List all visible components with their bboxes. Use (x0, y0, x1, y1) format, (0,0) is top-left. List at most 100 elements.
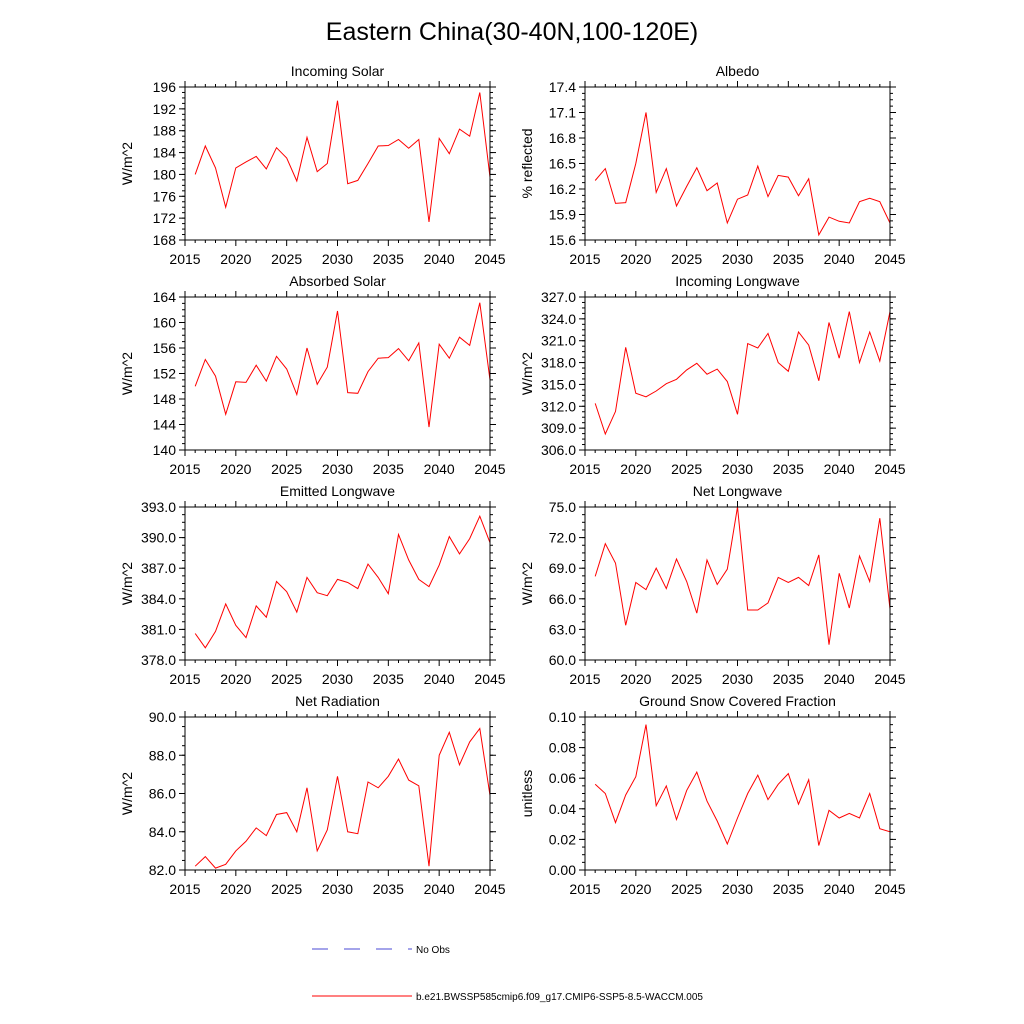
x-tick-label: 2040 (424, 671, 455, 687)
y-tick-label: 160 (153, 315, 177, 331)
x-tick-label: 2020 (220, 251, 251, 267)
y-tick-label: 140 (153, 442, 177, 458)
legend-obs-label: No Obs (416, 945, 450, 956)
x-tick-label: 2030 (722, 461, 753, 477)
x-tick-label: 2015 (169, 881, 200, 897)
y-tick-label: 75.0 (549, 499, 576, 515)
x-tick-label: 2045 (474, 671, 505, 687)
y-axis-label: W/m^2 (519, 562, 535, 605)
x-tick-label: 2025 (271, 461, 302, 477)
panel-title: Incoming Longwave (675, 273, 800, 289)
x-tick-label: 2045 (474, 881, 505, 897)
y-tick-label: 16.8 (549, 130, 576, 146)
x-tick-label: 2025 (271, 881, 302, 897)
x-tick-label: 2045 (474, 461, 505, 477)
y-tick-label: 312.0 (541, 398, 576, 414)
series-line (594, 506, 891, 645)
x-tick-label: 2020 (620, 251, 651, 267)
plot-frame (184, 86, 491, 241)
y-tick-label: 381.0 (141, 621, 176, 637)
x-tick-label: 2035 (373, 251, 404, 267)
y-tick-label: 306.0 (541, 442, 576, 458)
panel-title: Incoming Solar (291, 63, 385, 79)
y-tick-label: 16.5 (549, 156, 576, 172)
x-tick-label: 2035 (373, 461, 404, 477)
y-tick-label: 324.0 (541, 311, 576, 327)
y-tick-label: 192 (153, 101, 177, 117)
panel-title: Ground Snow Covered Fraction (639, 693, 836, 709)
series-line (194, 727, 491, 869)
y-axis-label: W/m^2 (119, 562, 135, 605)
y-tick-label: 318.0 (541, 355, 576, 371)
x-tick-label: 2015 (569, 881, 600, 897)
x-tick-label: 2020 (220, 881, 251, 897)
panel-title: Net Radiation (295, 693, 380, 709)
series-line (594, 311, 891, 436)
x-tick-label: 2015 (569, 671, 600, 687)
x-tick-label: 2035 (773, 251, 804, 267)
plot-frame (584, 296, 891, 451)
x-tick-label: 2025 (271, 671, 302, 687)
x-tick-label: 2040 (824, 461, 855, 477)
x-tick-label: 2040 (424, 251, 455, 267)
x-tick-label: 2020 (220, 671, 251, 687)
series-line (194, 302, 491, 428)
panel-incoming-solar: Incoming Solar W/m^2 168 172 176 180 184 188 192… (119, 63, 506, 267)
y-tick-label: 86.0 (149, 786, 176, 802)
y-tick-label: 172 (153, 210, 177, 226)
plot-frame (184, 296, 491, 451)
y-axis-label: W/m^2 (119, 142, 135, 185)
series-line (194, 514, 491, 649)
y-tick-label: 196 (153, 79, 177, 95)
y-axis-label: % reflected (519, 128, 535, 198)
y-tick-label: 82.0 (149, 862, 176, 878)
y-tick-label: 168 (153, 232, 177, 248)
y-axis-label: unitless (519, 770, 535, 817)
y-tick-label: 378.0 (141, 652, 176, 668)
y-tick-label: 15.6 (549, 232, 576, 248)
y-tick-label: 88.0 (149, 747, 176, 763)
plot-frame (184, 506, 491, 661)
panel-albedo: Albedo % reflected 15.6 15.9 16.2 16.5 16.8 17.… (519, 63, 906, 267)
panel-net-longwave: Net Longwave W/m^2 60.0 63.0 66.0 69.0 72.0 75.… (519, 483, 906, 687)
x-tick-label: 2040 (824, 671, 855, 687)
y-axis-label: W/m^2 (119, 772, 135, 815)
x-tick-label: 2025 (671, 671, 702, 687)
x-tick-label: 2015 (569, 461, 600, 477)
x-tick-label: 2020 (220, 461, 251, 477)
x-tick-label: 2020 (620, 461, 651, 477)
y-tick-label: 387.0 (141, 560, 176, 576)
series-line (594, 112, 891, 237)
y-tick-label: 184 (153, 145, 177, 161)
y-tick-label: 69.0 (549, 560, 576, 576)
x-tick-label: 2025 (271, 251, 302, 267)
x-tick-label: 2030 (322, 461, 353, 477)
y-tick-label: 156 (153, 340, 177, 356)
plot-frame (584, 716, 891, 871)
y-tick-label: 84.0 (149, 824, 176, 840)
series-line (594, 724, 891, 846)
y-tick-label: 315.0 (541, 376, 576, 392)
y-axis-label: W/m^2 (519, 352, 535, 395)
x-tick-label: 2025 (671, 881, 702, 897)
x-tick-label: 2045 (874, 881, 905, 897)
legend: No Obs b.e21.BWSSP585cmip6.f09_g17.CMIP6… (312, 945, 703, 1003)
x-tick-label: 2040 (424, 461, 455, 477)
plot-frame (184, 716, 491, 871)
panel-title: Absorbed Solar (289, 273, 386, 289)
series-line (194, 92, 491, 223)
x-tick-label: 2030 (322, 671, 353, 687)
x-tick-label: 2030 (722, 671, 753, 687)
y-tick-label: 0.06 (549, 770, 576, 786)
x-tick-label: 2035 (773, 881, 804, 897)
x-tick-label: 2035 (373, 881, 404, 897)
y-tick-label: 176 (153, 188, 177, 204)
y-tick-label: 188 (153, 123, 177, 139)
y-tick-label: 16.2 (549, 181, 576, 197)
x-tick-label: 2045 (874, 671, 905, 687)
y-tick-label: 0.00 (549, 862, 576, 878)
panel-title: Net Longwave (693, 483, 783, 499)
panel-incoming-longwave: Incoming Longwave W/m^2 306.0 309.0 312.0 315… (519, 273, 906, 477)
y-tick-label: 17.1 (549, 105, 576, 121)
